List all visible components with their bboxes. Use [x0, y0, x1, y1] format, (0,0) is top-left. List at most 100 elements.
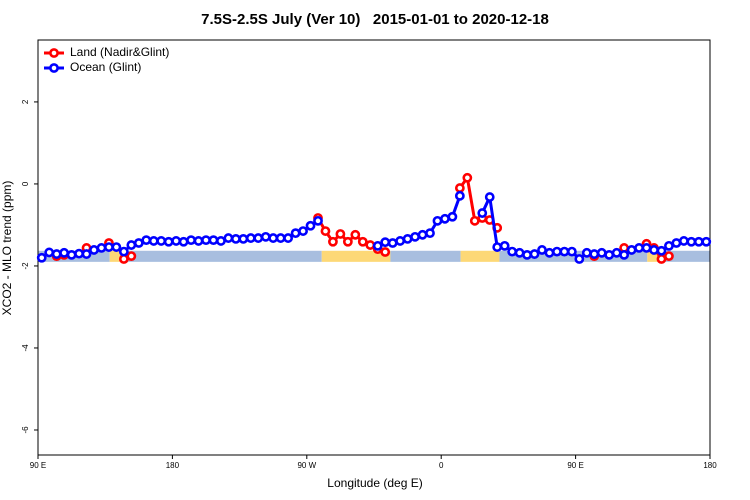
surface-band — [460, 250, 500, 262]
point — [507, 246, 518, 257]
point — [552, 246, 562, 257]
x-tick-label: 90 W — [297, 461, 316, 470]
point — [253, 233, 264, 243]
point — [365, 240, 376, 250]
surface-band — [124, 250, 322, 262]
y-tick-label: -6 — [21, 426, 30, 434]
point — [357, 236, 368, 247]
series-line — [56, 176, 670, 261]
point — [133, 238, 144, 248]
point — [350, 229, 361, 240]
point — [275, 233, 286, 243]
point — [141, 235, 152, 246]
point — [649, 245, 659, 255]
point — [454, 183, 465, 193]
point — [589, 249, 600, 259]
point — [529, 249, 540, 259]
surface-band — [321, 250, 391, 262]
point — [686, 236, 697, 247]
surface-band — [390, 250, 461, 262]
point — [596, 247, 607, 258]
point — [693, 236, 704, 247]
point — [305, 220, 316, 231]
point — [66, 249, 77, 260]
legend-label: Land (Nadir&Glint) — [70, 45, 169, 59]
plot-frame — [37, 39, 711, 456]
legend-marker — [49, 48, 59, 58]
point — [432, 215, 443, 226]
y-axis-label: XCO2 - MLO trend (ppm) — [0, 181, 14, 316]
point — [484, 192, 495, 202]
point — [44, 247, 55, 258]
point — [148, 236, 159, 246]
point — [260, 231, 271, 242]
point — [664, 240, 674, 251]
legend-label: Ocean (Glint) — [70, 60, 141, 74]
point — [96, 243, 107, 253]
point — [581, 247, 592, 258]
point — [283, 233, 294, 243]
point — [678, 236, 689, 246]
point — [163, 236, 174, 247]
point — [522, 249, 532, 260]
point — [111, 242, 122, 252]
surface-band — [109, 250, 125, 262]
point — [216, 236, 226, 246]
point — [574, 254, 585, 264]
y-tick-label: -4 — [21, 344, 30, 352]
point — [335, 229, 346, 239]
y-tick-label: 2 — [21, 99, 30, 104]
point — [626, 245, 637, 255]
point — [417, 229, 428, 240]
legend-marker — [49, 63, 59, 73]
point — [156, 236, 167, 246]
surface-band — [499, 250, 648, 262]
x-tick-label: 180 — [703, 461, 717, 470]
point — [178, 236, 189, 247]
point — [230, 233, 241, 244]
point — [104, 242, 114, 252]
point — [514, 247, 525, 258]
point — [51, 249, 62, 259]
series — [51, 172, 674, 264]
point — [186, 235, 196, 246]
point — [641, 243, 652, 253]
point — [604, 249, 615, 260]
point — [492, 242, 503, 252]
point — [126, 240, 137, 250]
point — [201, 235, 211, 246]
point — [537, 245, 547, 255]
point — [193, 236, 204, 246]
point — [499, 240, 510, 251]
point — [223, 233, 234, 243]
point — [290, 228, 301, 239]
point — [469, 215, 480, 226]
x-axis-label: Longitude (deg E) — [327, 476, 422, 490]
y-tick-label: 0 — [21, 181, 30, 186]
point — [245, 233, 256, 243]
point — [559, 246, 570, 257]
y-tick-label: -2 — [21, 262, 30, 270]
point — [380, 237, 391, 248]
point — [118, 246, 129, 257]
point — [380, 247, 391, 257]
point — [59, 247, 70, 258]
point — [328, 236, 338, 247]
point — [454, 190, 465, 201]
point — [74, 248, 84, 259]
point — [440, 213, 450, 224]
x-tick-label: 90 E — [567, 461, 583, 470]
point — [238, 233, 249, 244]
point — [81, 249, 92, 259]
point — [477, 208, 488, 218]
point — [447, 211, 458, 222]
point — [89, 245, 99, 255]
point — [656, 245, 667, 256]
point — [208, 235, 219, 246]
point — [701, 236, 712, 247]
point — [36, 252, 47, 263]
point — [342, 236, 353, 247]
point — [656, 254, 667, 264]
x-tick-label: 180 — [166, 461, 180, 470]
